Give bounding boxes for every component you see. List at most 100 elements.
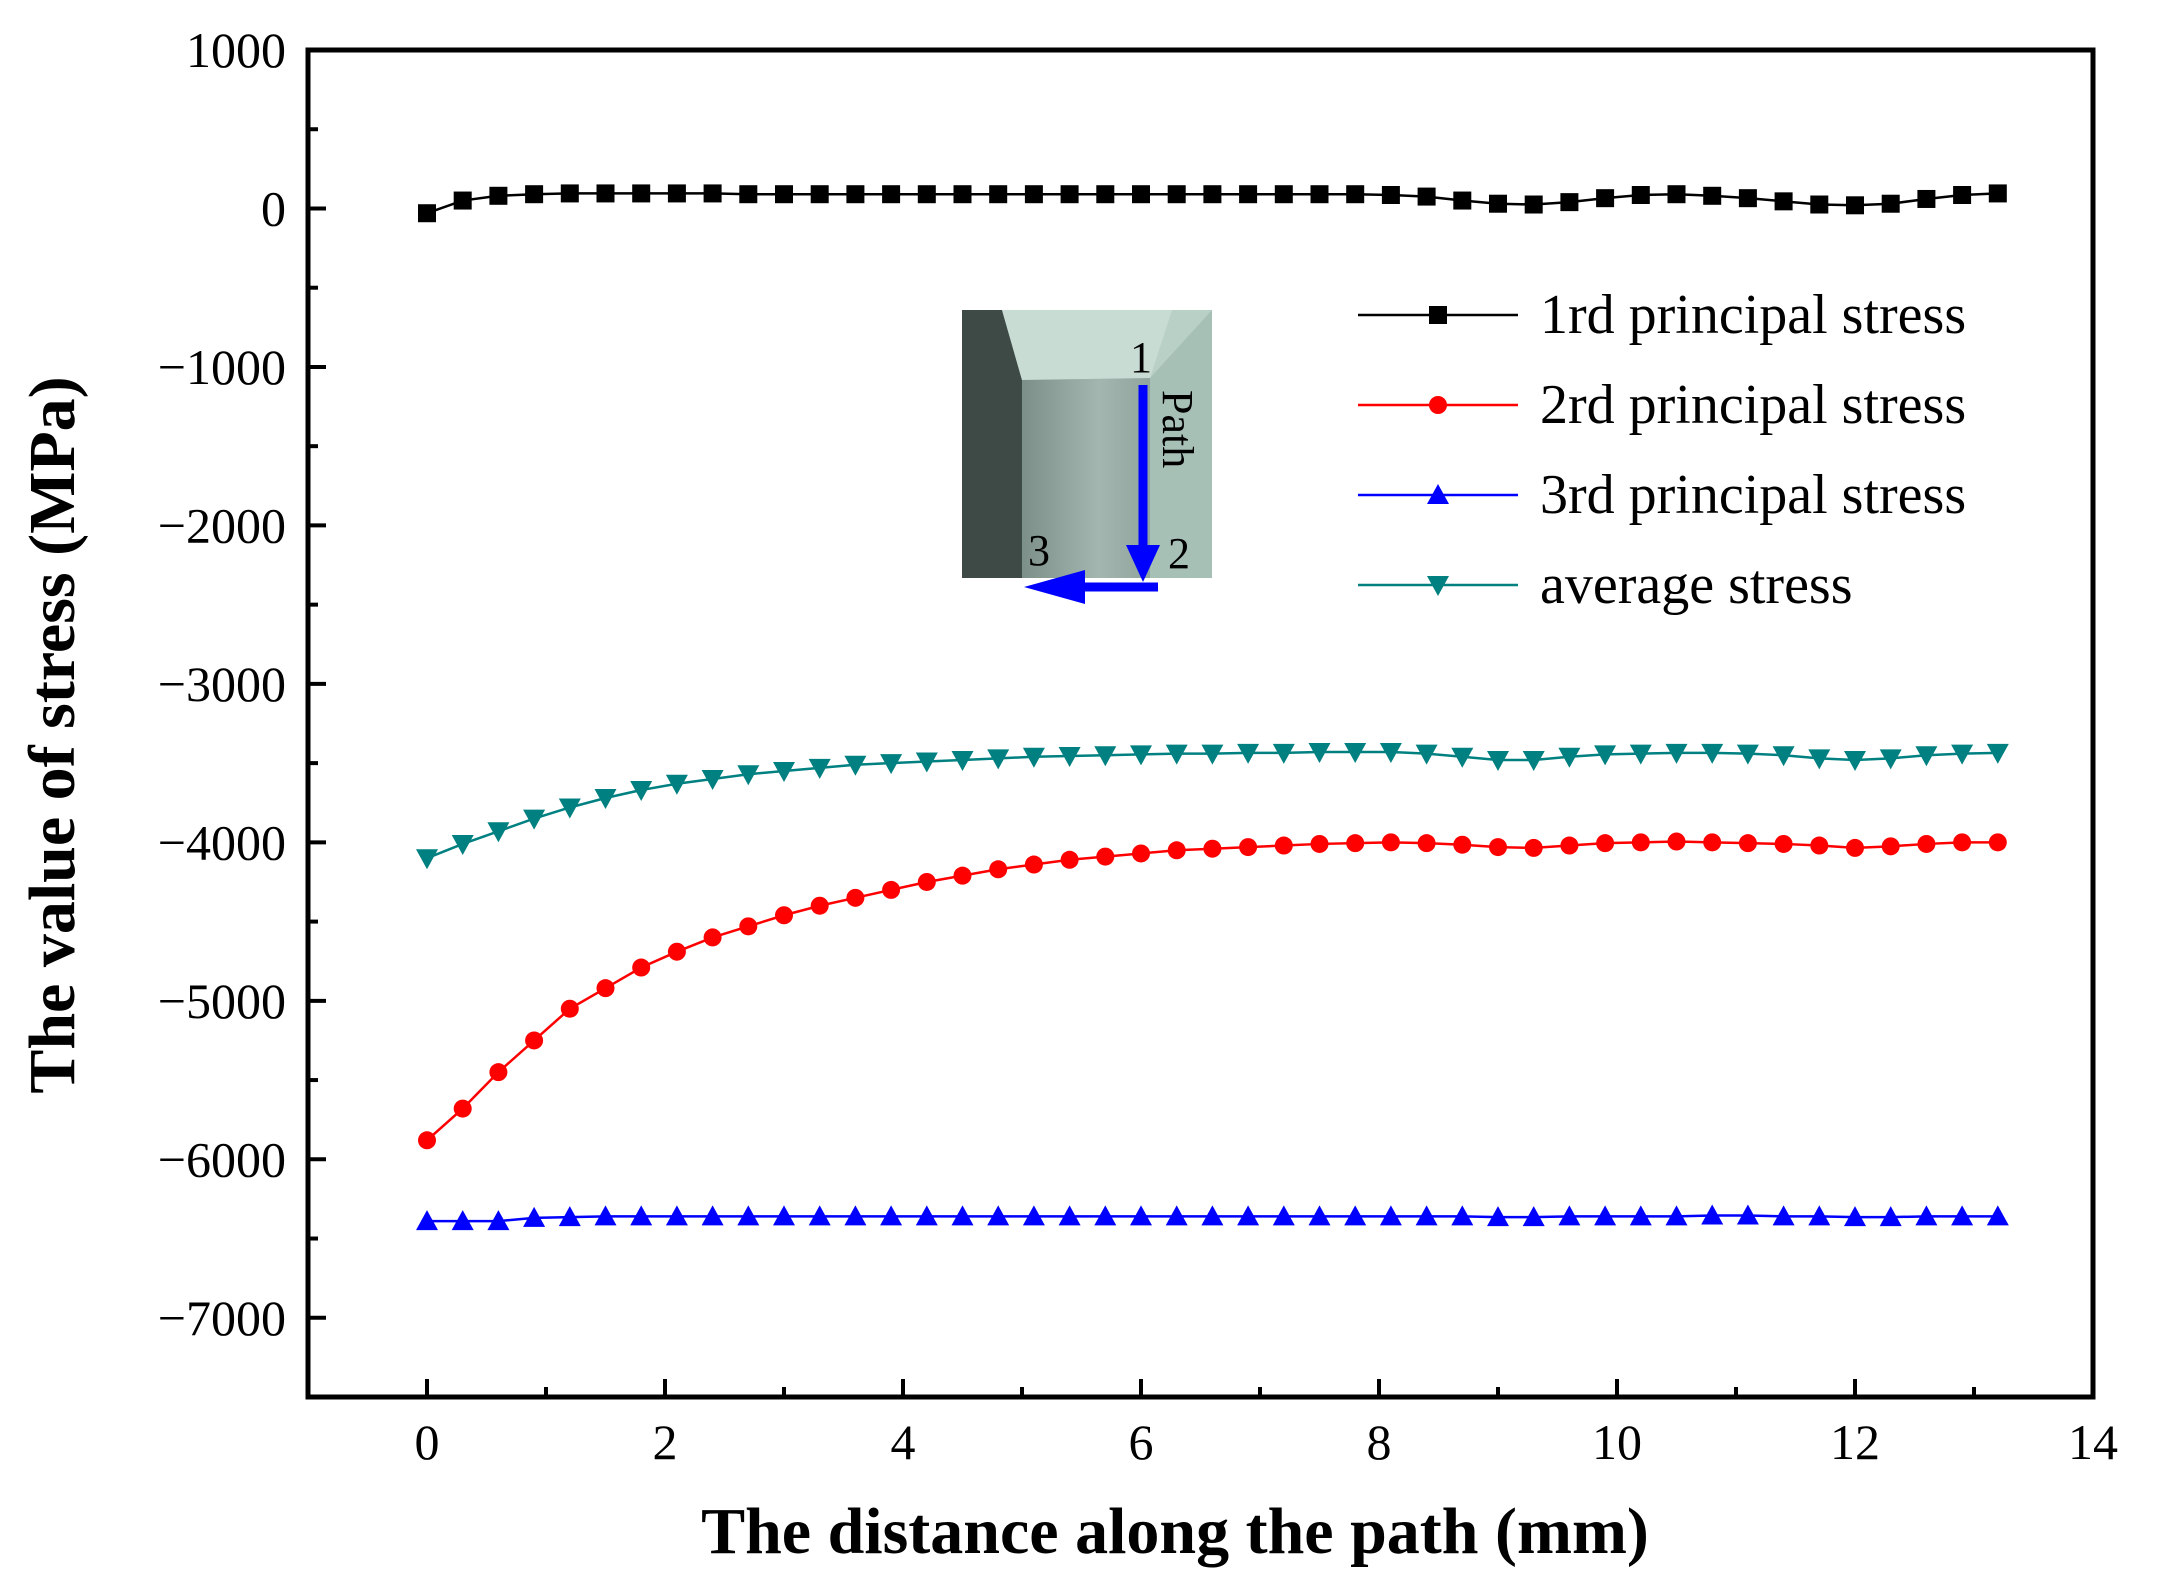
data-point: [1665, 743, 1688, 764]
data-point: [1453, 835, 1472, 854]
data-point: [1631, 833, 1650, 852]
data-point: [701, 769, 724, 790]
data-point: [1879, 749, 1902, 770]
data-point: [915, 752, 938, 773]
x-axis-title: The distance along the path (mm): [701, 1495, 1649, 1568]
data-point: [1024, 855, 1043, 874]
data-point: [665, 774, 688, 795]
data-point: [1560, 836, 1579, 855]
data-point: [1846, 838, 1864, 857]
data-point: [558, 1206, 581, 1227]
data-point: [1772, 746, 1795, 767]
inset-right-face: [1150, 310, 1212, 578]
data-point: [1201, 1205, 1224, 1226]
data-point: [1024, 185, 1043, 204]
data-point: [1132, 844, 1150, 863]
series-layer: [416, 184, 2009, 1231]
data-point: [1132, 185, 1150, 204]
data-point: [1917, 834, 1936, 853]
data-point: [915, 1205, 938, 1226]
y-tick-label: −2000: [158, 497, 286, 553]
inset-bottom-notch-right: [1150, 578, 1212, 598]
data-point: [737, 765, 760, 786]
data-point: [1524, 838, 1543, 857]
legend-item: 1rd principal stress: [1358, 284, 1966, 346]
data-point: [1596, 834, 1615, 853]
data-point: [1451, 747, 1474, 768]
data-point: [880, 754, 903, 775]
series-4: [416, 743, 2009, 870]
data-point: [558, 798, 581, 819]
data-point: [1237, 743, 1260, 764]
data-point: [416, 849, 438, 870]
inset-inner-wall: [1022, 378, 1150, 578]
data-point: [1096, 847, 1115, 866]
legend: 1rd principal stress 2rd principal stress…: [1358, 284, 1966, 616]
data-point: [560, 184, 579, 203]
data-point: [773, 1205, 795, 1226]
data-point: [987, 749, 1010, 770]
legend-marker: [1427, 576, 1449, 596]
y-tick-label: −6000: [158, 1131, 286, 1187]
data-point: [525, 1031, 544, 1050]
data-point: [1560, 193, 1579, 212]
data-point: [882, 880, 901, 899]
inset-point-2: 2: [1168, 529, 1190, 578]
inset-bottom-notch: [962, 578, 1040, 598]
data-point: [953, 866, 972, 885]
data-point: [1986, 1205, 2009, 1226]
inset-left-face: [962, 310, 1022, 578]
inset-top-face: [1002, 310, 1172, 380]
data-point: [1810, 195, 1829, 214]
data-point: [1272, 743, 1295, 764]
y-tick-label: −7000: [158, 1290, 286, 1346]
data-point: [880, 1205, 903, 1226]
path-arrow-head-down: [1126, 545, 1160, 582]
y-tick-label: 0: [261, 180, 286, 236]
x-tick-label: 10: [1592, 1414, 1642, 1470]
data-point: [1951, 1205, 1974, 1226]
data-point: [667, 184, 686, 203]
data-point: [1772, 1205, 1795, 1226]
data-point: [1988, 833, 2007, 852]
data-point: [1165, 744, 1188, 765]
data-point: [489, 1063, 508, 1082]
data-point: [1060, 185, 1079, 204]
data-point: [1167, 185, 1186, 204]
data-point: [1058, 746, 1081, 767]
data-point: [1524, 195, 1543, 214]
data-point: [701, 1205, 724, 1226]
data-point: [846, 888, 865, 907]
data-point: [703, 184, 722, 203]
data-point: [1415, 1205, 1438, 1226]
data-point: [1344, 1205, 1367, 1226]
data-point: [1167, 841, 1186, 860]
series-3: [416, 1204, 2009, 1231]
x-tick-label: 4: [891, 1414, 916, 1470]
x-tick-label: 12: [1830, 1414, 1880, 1470]
data-point: [1522, 1206, 1545, 1227]
data-point: [1774, 834, 1793, 853]
data-point: [1203, 839, 1222, 858]
data-point: [1738, 189, 1757, 208]
data-point: [1774, 192, 1793, 211]
data-point: [1094, 1205, 1117, 1226]
data-point: [844, 1205, 867, 1226]
data-point: [1489, 194, 1507, 213]
data-point: [951, 750, 974, 771]
data-point: [1346, 185, 1365, 204]
data-point: [525, 185, 544, 204]
data-point: [1808, 749, 1831, 770]
data-point: [1237, 1205, 1260, 1226]
data-point: [594, 788, 617, 809]
x-tick-label: 8: [1367, 1414, 1392, 1470]
data-point: [1308, 743, 1331, 764]
x-tick-label: 6: [1129, 1414, 1154, 1470]
y-axis-ticks: [308, 48, 326, 1399]
data-point: [1558, 1205, 1581, 1226]
data-point: [1629, 1205, 1652, 1226]
data-point: [1239, 185, 1258, 204]
series-1: [418, 184, 2007, 223]
data-point: [1844, 1206, 1866, 1227]
data-point: [1022, 1205, 1045, 1226]
